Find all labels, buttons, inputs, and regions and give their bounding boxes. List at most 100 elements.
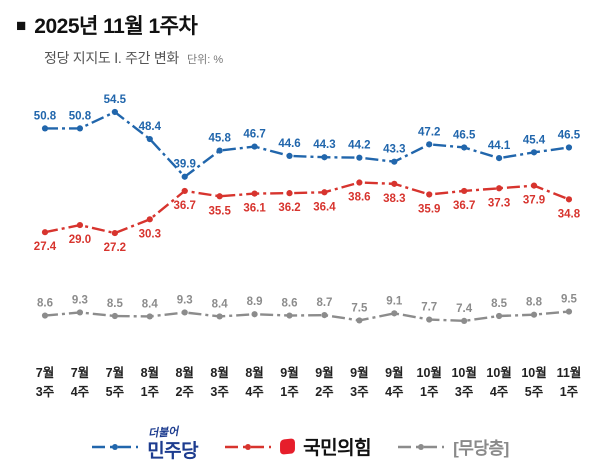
data-point-국민의힘: [41, 229, 49, 236]
x-axis-label: 10월: [417, 365, 442, 380]
data-point-민주당: [530, 149, 538, 156]
data-label-민주당: 44.1: [488, 140, 511, 152]
data-label-무당층: 8.4: [142, 298, 159, 310]
data-label-민주당: 45.4: [523, 134, 546, 146]
x-axis-label: 5주: [106, 385, 125, 399]
data-point-무당층: [181, 309, 188, 316]
data-point-국민의힘: [146, 216, 153, 223]
data-label-국민의힘: 35.5: [208, 205, 231, 217]
data-label-국민의힘: 36.7: [174, 200, 196, 212]
chart-subtitle: 정당 지지도 Ⅰ. 주간 변화: [44, 50, 179, 66]
x-axis-label: 7월: [71, 365, 89, 380]
independent-label: [무당층]: [453, 439, 509, 458]
x-axis-label: 11월: [557, 365, 582, 380]
data-label-무당층: 7.4: [456, 303, 473, 315]
data-label-국민의힘: 36.1: [243, 203, 266, 215]
trend-chart: 50.8 50.8 54.5 48.4 39.9 45.8 46.7 44.6 44.3 44.2…: [34, 94, 582, 399]
unit-label: 단위: %: [187, 54, 224, 66]
data-point-무당층: [495, 312, 503, 320]
data-point-무당층: [216, 313, 223, 320]
data-label-국민의힘: 35.9: [418, 203, 440, 215]
data-point-국민의힘: [495, 185, 503, 192]
ppp-logo-icon: [280, 438, 296, 455]
data-point-국민의힘: [461, 187, 468, 195]
data-point-민주당: [356, 154, 363, 161]
minjoo-logo: 더불어 민주당: [147, 426, 199, 463]
data-label-무당층: 9.3: [72, 294, 88, 306]
x-axis-label: 9월: [385, 365, 403, 380]
x-axis-label: 10월: [521, 365, 546, 380]
data-point-무당층: [286, 312, 293, 319]
data-point-국민의힘: [181, 187, 188, 195]
data-point-민주당: [251, 143, 258, 150]
x-axis-label: 9월: [280, 365, 298, 380]
data-label-민주당: 46.5: [558, 129, 581, 141]
data-point-무당층: [111, 312, 118, 320]
data-point-국민의힘: [251, 190, 258, 197]
x-axis-label: 9월: [315, 365, 333, 380]
data-label-국민의힘: 30.3: [139, 228, 161, 240]
data-label-국민의힘: 36.2: [278, 202, 300, 214]
data-label-민주당: 44.6: [278, 138, 300, 150]
data-label-무당층: 8.6: [37, 298, 53, 310]
ppp-line-sample-icon: [225, 443, 272, 450]
data-point-국민의힘: [356, 179, 363, 186]
minjoo-prefix-label: 더불어: [147, 425, 180, 441]
x-axis-label: 3주: [350, 385, 369, 399]
legend-item-independent: [무당층]: [397, 434, 509, 459]
data-point-국민의힘: [391, 180, 398, 187]
data-point-무당층: [356, 317, 363, 324]
data-label-무당층: 8.4: [212, 298, 229, 310]
x-axis-label: 4주: [490, 385, 509, 399]
data-label-민주당: 47.2: [418, 126, 440, 138]
x-axis-label: 8월: [175, 365, 193, 380]
x-axis-label: 9월: [350, 365, 368, 380]
data-label-무당층: 9.1: [386, 295, 403, 307]
data-point-무당층: [251, 311, 258, 318]
x-axis-label: 4주: [245, 385, 264, 399]
data-label-무당층: 8.7: [316, 297, 332, 309]
x-axis-label: 8월: [245, 365, 263, 380]
data-point-국민의힘: [426, 191, 433, 198]
data-point-무당층: [146, 313, 153, 320]
x-axis-label: 3주: [36, 385, 55, 399]
legend-item-minjoo: 더불어 민주당: [91, 426, 199, 463]
x-axis-label: 3주: [210, 385, 229, 399]
data-label-국민의힘: 34.8: [558, 208, 581, 220]
data-point-민주당: [461, 144, 468, 151]
data-label-무당층: 7.5: [351, 302, 368, 314]
data-label-국민의힘: 37.3: [488, 197, 510, 209]
x-axis-label: 7월: [36, 365, 54, 380]
minjoo-label: 민주당: [147, 441, 199, 462]
x-axis-label: 2주: [175, 385, 194, 399]
data-point-민주당: [321, 154, 328, 161]
data-point-국민의힘: [321, 189, 328, 196]
data-label-민주당: 43.3: [383, 144, 405, 156]
data-label-민주당: 44.2: [348, 140, 370, 152]
data-label-민주당: 54.5: [104, 94, 127, 106]
x-axis-label: 10월: [451, 365, 476, 380]
data-label-민주당: 50.8: [34, 110, 57, 122]
data-label-무당층: 8.6: [282, 298, 298, 310]
data-label-무당층: 9.5: [561, 294, 578, 306]
x-axis-label: 10월: [486, 365, 511, 380]
x-axis-label: 4주: [385, 385, 404, 399]
data-label-민주당: 48.4: [139, 121, 162, 133]
data-label-무당층: 7.7: [421, 302, 437, 314]
data-label-국민의힘: 36.7: [453, 200, 475, 212]
data-label-민주당: 39.9: [174, 159, 196, 171]
legend: 더불어 민주당 국민의힘 [무당층]: [0, 426, 600, 463]
data-point-국민의힘: [111, 229, 118, 237]
page-title: 2025년 11월 1주차: [34, 15, 198, 38]
data-point-무당층: [426, 316, 433, 323]
data-label-무당층: 8.8: [526, 297, 543, 309]
data-point-민주당: [495, 155, 503, 162]
title-row: ■ 2025년 11월 1주차: [16, 10, 223, 40]
data-label-민주당: 50.8: [69, 110, 92, 122]
data-label-국민의힘: 38.3: [383, 193, 405, 205]
header: ■ 2025년 11월 1주차 정당 지지도 Ⅰ. 주간 변화 단위: %: [16, 10, 223, 68]
x-axis-label: 8월: [141, 365, 159, 380]
data-point-무당층: [565, 308, 573, 315]
x-axis-label: 1주: [141, 385, 160, 399]
data-point-무당층: [321, 312, 328, 319]
